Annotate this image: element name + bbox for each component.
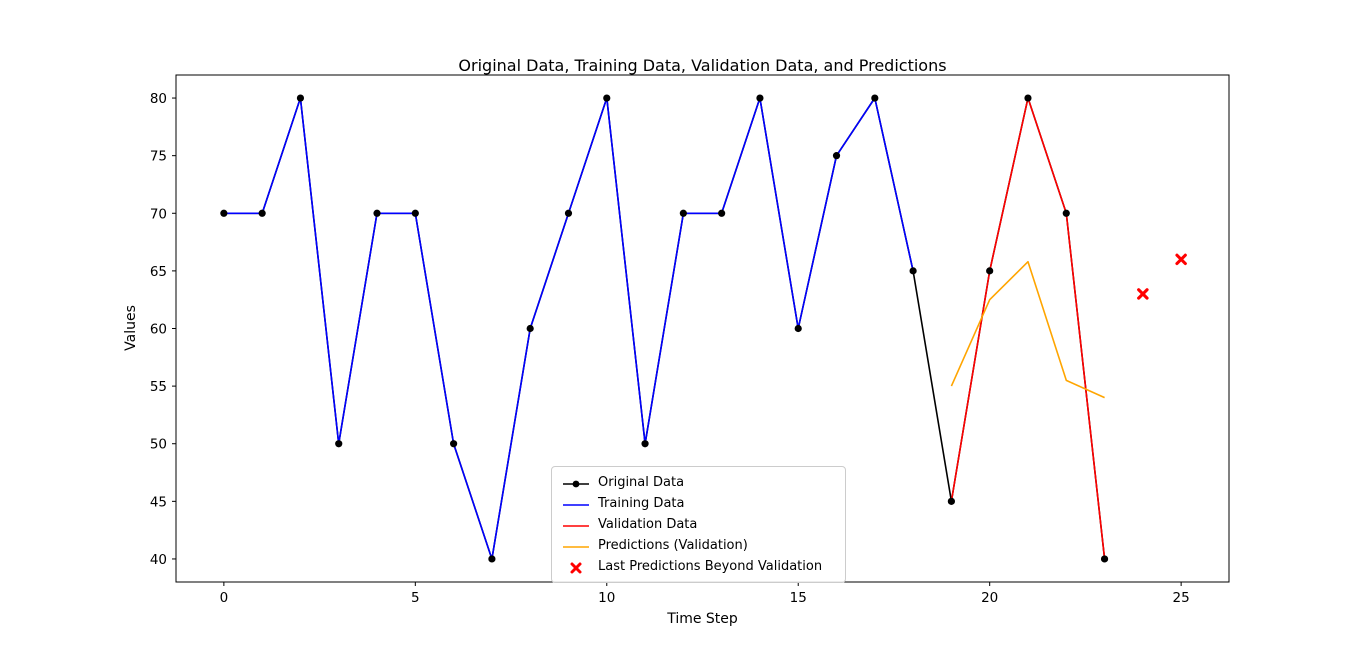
legend-label: Original Data — [598, 475, 685, 490]
legend-marker-cross-icon — [561, 560, 591, 574]
svg-text:50: 50 — [150, 437, 167, 453]
legend-marker-line — [561, 518, 591, 532]
svg-text:15: 15 — [790, 590, 807, 606]
svg-text:75: 75 — [150, 149, 167, 165]
svg-text:70: 70 — [150, 206, 167, 222]
chart-title: Original Data, Training Data, Validation… — [458, 56, 947, 75]
svg-text:5: 5 — [411, 590, 420, 606]
legend-item: Predictions (Validation) — [561, 537, 836, 554]
legend-marker-line-dot — [561, 476, 591, 490]
legend-item: Validation Data — [561, 516, 836, 533]
svg-text:20: 20 — [981, 590, 998, 606]
legend: Original Data Training Data Validation D… — [551, 466, 846, 583]
legend-item: Last Predictions Beyond Validation — [561, 558, 836, 575]
legend-marker-line — [561, 539, 591, 553]
svg-text:60: 60 — [150, 322, 167, 338]
svg-text:55: 55 — [150, 379, 167, 395]
svg-text:0: 0 — [220, 590, 229, 606]
svg-text:40: 40 — [150, 552, 167, 568]
legend-label: Last Predictions Beyond Validation — [598, 559, 823, 574]
x-axis-label: Time Step — [667, 611, 738, 627]
y-axis-label: Values — [123, 305, 139, 351]
svg-text:65: 65 — [150, 264, 167, 280]
legend-marker-line — [561, 497, 591, 511]
svg-text:10: 10 — [598, 590, 615, 606]
svg-text:45: 45 — [150, 494, 167, 510]
legend-item: Original Data — [561, 474, 836, 491]
legend-label: Validation Data — [598, 517, 698, 532]
svg-text:25: 25 — [1173, 590, 1190, 606]
svg-text:80: 80 — [150, 91, 167, 107]
legend-item: Training Data — [561, 495, 836, 512]
legend-label: Training Data — [598, 496, 685, 511]
legend-label: Predictions (Validation) — [598, 538, 748, 553]
